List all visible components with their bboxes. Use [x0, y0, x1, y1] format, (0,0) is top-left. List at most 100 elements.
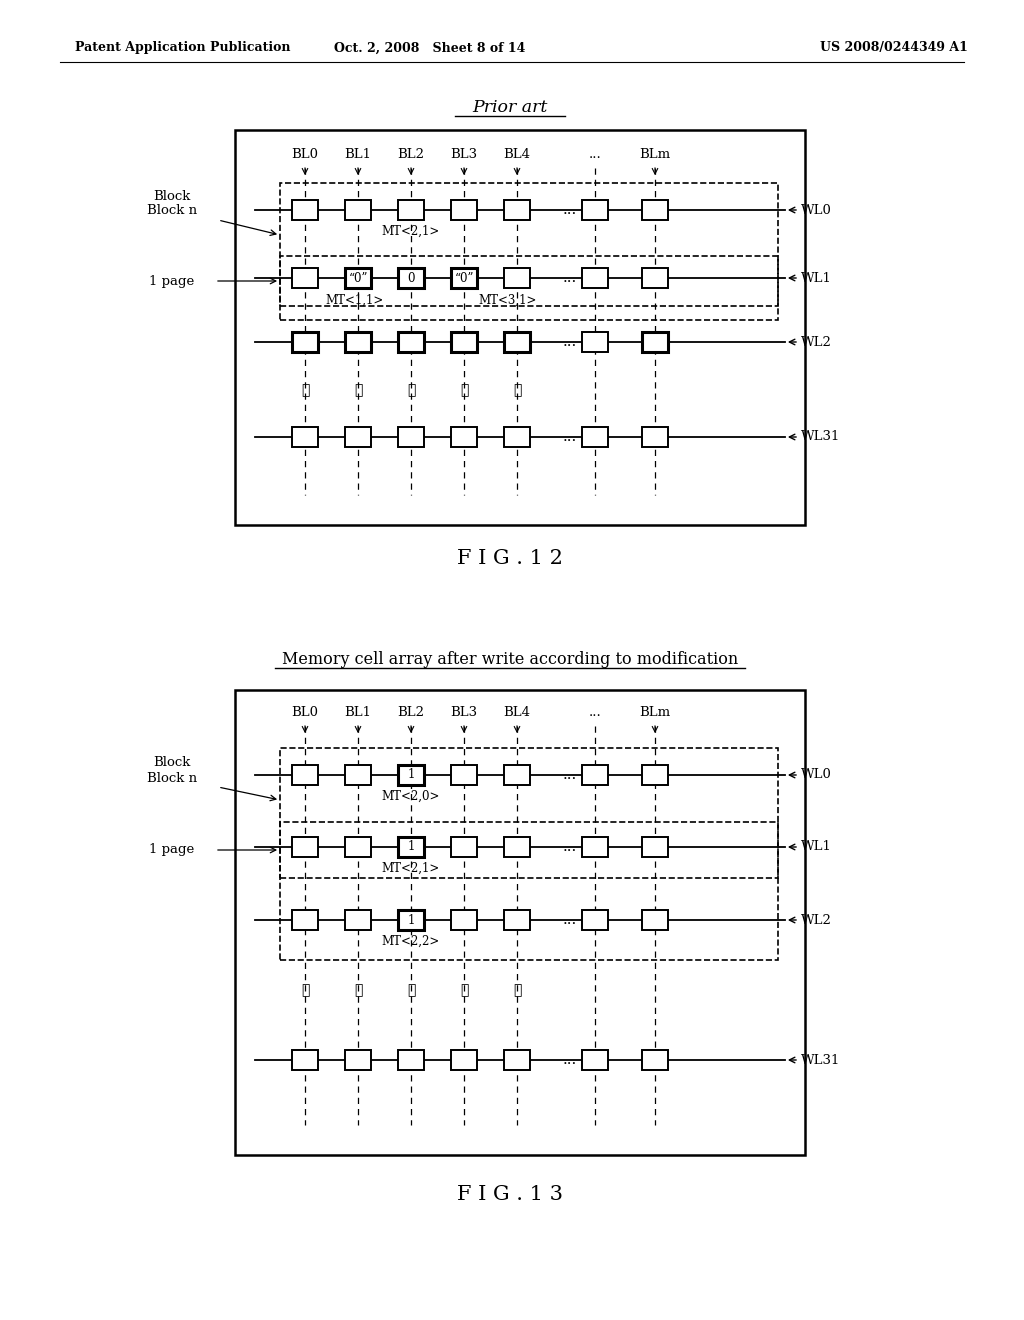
- Bar: [504, 1049, 530, 1071]
- Text: “0”: “0”: [348, 272, 368, 285]
- Text: BL2: BL2: [397, 706, 425, 719]
- Text: MT<2,0>: MT<2,0>: [382, 789, 440, 803]
- Bar: [292, 201, 318, 220]
- Bar: [234, 129, 805, 525]
- Bar: [642, 909, 668, 931]
- Bar: [642, 1049, 668, 1071]
- Bar: [345, 1049, 371, 1071]
- Bar: [504, 201, 530, 220]
- Bar: [345, 766, 371, 785]
- Text: Block: Block: [154, 190, 190, 202]
- Text: ⋮: ⋮: [407, 983, 415, 997]
- Text: 1: 1: [408, 768, 415, 781]
- Bar: [292, 333, 318, 352]
- Text: ⋮: ⋮: [460, 983, 468, 997]
- Text: ...: ...: [563, 1053, 578, 1067]
- Text: ⋮: ⋮: [407, 383, 415, 397]
- Text: BL1: BL1: [344, 706, 372, 719]
- Bar: [280, 256, 778, 306]
- Text: Block n: Block n: [146, 771, 197, 784]
- Text: ...: ...: [563, 430, 578, 444]
- Bar: [345, 201, 371, 220]
- Text: Patent Application Publication: Patent Application Publication: [75, 41, 291, 54]
- Text: F I G . 1 3: F I G . 1 3: [457, 1185, 563, 1204]
- Text: Block: Block: [154, 755, 190, 768]
- Bar: [451, 426, 477, 447]
- Text: ⋮: ⋮: [301, 983, 309, 997]
- Text: WL31: WL31: [801, 1053, 841, 1067]
- Text: ...: ...: [563, 203, 578, 216]
- Text: US 2008/0244349 A1: US 2008/0244349 A1: [820, 41, 968, 54]
- Text: ⋮: ⋮: [354, 983, 362, 997]
- Bar: [398, 837, 424, 857]
- Text: ⋮: ⋮: [301, 383, 309, 397]
- Text: WL1: WL1: [801, 272, 831, 285]
- Bar: [345, 426, 371, 447]
- Text: BL3: BL3: [451, 149, 477, 161]
- Text: BLm: BLm: [639, 149, 671, 161]
- Text: WL1: WL1: [801, 841, 831, 854]
- Bar: [345, 837, 371, 857]
- Bar: [582, 766, 608, 785]
- Text: 1 page: 1 page: [150, 843, 195, 857]
- Bar: [451, 268, 477, 288]
- Text: Block n: Block n: [146, 205, 197, 218]
- Text: 0: 0: [408, 272, 415, 285]
- Text: Prior art: Prior art: [472, 99, 548, 116]
- Bar: [504, 426, 530, 447]
- Text: ...: ...: [563, 768, 578, 781]
- Bar: [582, 426, 608, 447]
- Text: BL3: BL3: [451, 706, 477, 719]
- Bar: [398, 766, 424, 785]
- Text: BLm: BLm: [639, 706, 671, 719]
- Bar: [280, 822, 778, 878]
- Bar: [280, 183, 778, 319]
- Text: MT<2,1>: MT<2,1>: [382, 862, 440, 874]
- Text: ...: ...: [589, 149, 601, 161]
- Text: ...: ...: [563, 335, 578, 348]
- Bar: [398, 1049, 424, 1071]
- Text: WL2: WL2: [801, 913, 831, 927]
- Bar: [280, 748, 778, 960]
- Bar: [292, 909, 318, 931]
- Bar: [345, 909, 371, 931]
- Text: WL0: WL0: [801, 203, 831, 216]
- Text: F I G . 1 2: F I G . 1 2: [457, 549, 563, 568]
- Text: WL0: WL0: [801, 768, 831, 781]
- Text: 1: 1: [408, 913, 415, 927]
- Text: BL0: BL0: [292, 706, 318, 719]
- Bar: [234, 690, 805, 1155]
- Bar: [292, 268, 318, 288]
- Text: ...: ...: [563, 840, 578, 854]
- Text: MT<1,1>: MT<1,1>: [326, 293, 384, 306]
- Bar: [451, 333, 477, 352]
- Text: ...: ...: [589, 706, 601, 719]
- Bar: [504, 837, 530, 857]
- Bar: [642, 268, 668, 288]
- Text: ⋮: ⋮: [513, 983, 521, 997]
- Bar: [582, 909, 608, 931]
- Bar: [451, 909, 477, 931]
- Bar: [451, 766, 477, 785]
- Bar: [398, 426, 424, 447]
- Text: ...: ...: [563, 271, 578, 285]
- Bar: [642, 333, 668, 352]
- Bar: [451, 201, 477, 220]
- Text: MT<3,1>: MT<3,1>: [479, 293, 538, 306]
- Text: Memory cell array after write according to modification: Memory cell array after write according …: [282, 652, 738, 668]
- Bar: [504, 909, 530, 931]
- Text: WL2: WL2: [801, 335, 831, 348]
- Bar: [582, 268, 608, 288]
- Bar: [398, 333, 424, 352]
- Text: MT<2,2>: MT<2,2>: [382, 935, 440, 948]
- Bar: [451, 1049, 477, 1071]
- Text: ⋮: ⋮: [460, 383, 468, 397]
- Bar: [642, 201, 668, 220]
- Bar: [398, 201, 424, 220]
- Text: BL4: BL4: [504, 706, 530, 719]
- Bar: [398, 268, 424, 288]
- Bar: [582, 201, 608, 220]
- Bar: [292, 1049, 318, 1071]
- Text: Oct. 2, 2008   Sheet 8 of 14: Oct. 2, 2008 Sheet 8 of 14: [334, 41, 525, 54]
- Text: ⋮: ⋮: [354, 383, 362, 397]
